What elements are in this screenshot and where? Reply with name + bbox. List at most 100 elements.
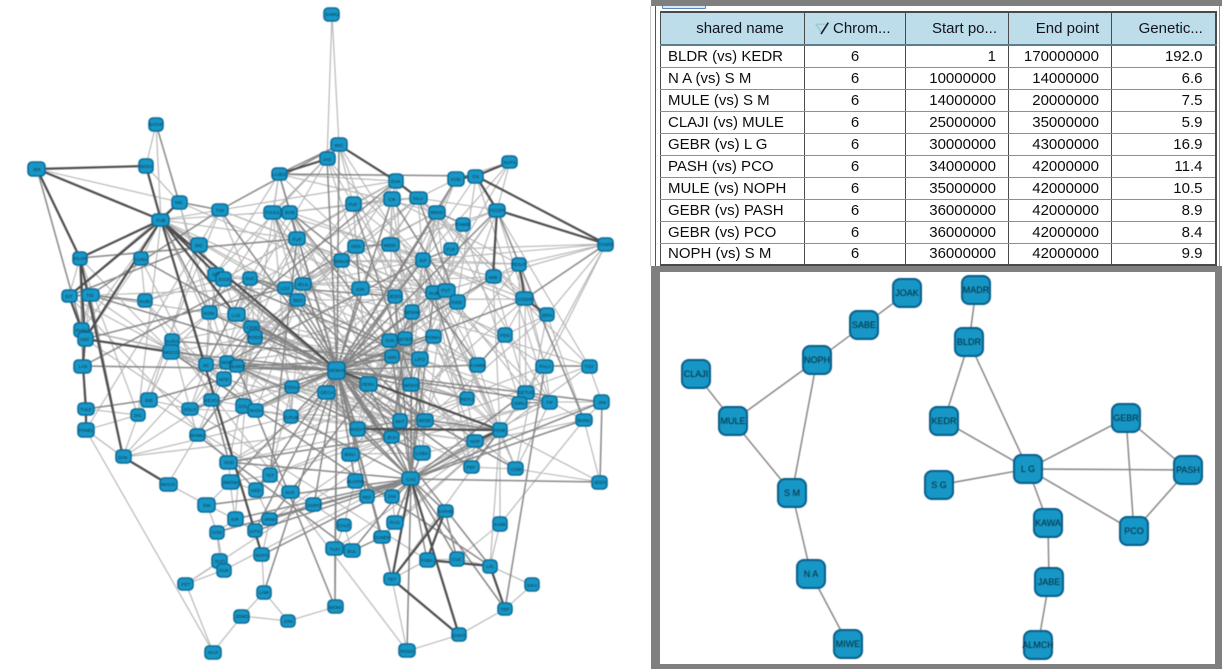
svg-text:MIKID: MIKID [431,210,444,215]
svg-text:RIDE: RIDE [452,300,463,305]
svg-text:PERA: PERA [362,382,375,387]
svg-text:BOB: BOB [285,210,295,215]
svg-text:DIT: DIT [65,294,73,299]
svg-text:JOMO: JOMO [235,614,249,619]
svg-text:KAWA: KAWA [1035,518,1061,528]
svg-text:TULE: TULE [80,407,92,412]
svg-text:LAS: LAS [232,313,241,318]
svg-text:RESAT: RESAT [512,262,527,267]
svg-text:LOBA: LOBA [416,451,429,456]
svg-text:SOD: SOD [224,460,235,465]
svg-text:CODIR: CODIR [518,297,533,302]
svg-text:NUJOW: NUJOW [347,479,365,484]
svg-text:COM: COM [511,467,522,472]
svg-text:FECEP: FECEP [489,208,504,213]
svg-text:L G: L G [1021,464,1035,474]
svg-text:WIWI: WIWI [264,517,275,522]
svg-text:WIC: WIC [335,143,345,148]
svg-text:JON: JON [283,619,292,624]
svg-text:PONEL: PONEL [78,428,94,433]
svg-text:NIC: NIC [175,200,184,205]
svg-text:FIF: FIF [547,400,554,405]
svg-text:TUFI: TUFI [330,547,340,552]
svg-text:NOPH: NOPH [804,355,830,365]
svg-text:CUNA: CUNA [134,257,148,262]
svg-text:LOJ: LOJ [281,286,289,291]
svg-text:DIC: DIC [195,243,204,248]
svg-text:RODO: RODO [248,335,262,340]
svg-text:CIK: CIK [388,197,397,202]
svg-text:SETEP: SETEP [397,337,412,342]
svg-text:KIR: KIR [231,517,239,522]
svg-text:BED: BED [293,298,303,303]
svg-text:BIB: BIB [145,398,152,403]
svg-text:JABE: JABE [1038,577,1061,587]
svg-text:DUK: DUK [391,179,402,184]
svg-text:PUT: PUT [441,288,450,293]
svg-text:NUJI: NUJI [208,650,218,655]
svg-text:JEPA: JEPA [541,313,553,318]
svg-text:JON: JON [355,287,364,292]
svg-text:BLDR: BLDR [957,337,982,347]
svg-text:GETUD: GETUD [518,390,535,395]
svg-text:LAS: LAS [79,364,88,369]
svg-text:JEDO: JEDO [389,294,402,299]
svg-text:NOD: NOD [219,377,230,382]
svg-text:WAMU: WAMU [190,433,204,438]
svg-text:DEN: DEN [351,244,361,249]
svg-text:JAS: JAS [323,157,331,162]
svg-text:CUC: CUC [452,557,463,562]
svg-text:NAFO: NAFO [256,553,269,558]
svg-text:NIRI: NIRI [387,355,396,360]
svg-text:CLAJI: CLAJI [684,369,709,379]
svg-text:NAS: NAS [285,490,294,495]
svg-text:GITO: GITO [249,529,261,534]
svg-text:PALA: PALA [539,364,551,369]
svg-text:JEK: JEK [33,167,42,172]
svg-text:JAK: JAK [388,494,397,499]
svg-text:LAW: LAW [259,590,269,595]
svg-text:PCO: PCO [1124,526,1144,536]
svg-text:DIRU: DIRU [514,401,525,406]
svg-text:SABE: SABE [852,320,876,330]
svg-text:KEJOJ: KEJOJ [205,398,219,403]
svg-text:GIT: GIT [212,272,220,277]
svg-text:DAK: DAK [118,455,128,460]
svg-text:TISI: TISI [216,208,224,213]
svg-text:TIGI: TIGI [585,364,594,369]
svg-text:JUF: JUF [419,258,428,263]
svg-text:SUC: SUC [245,276,255,281]
svg-text:WIB: WIB [489,275,498,280]
svg-text:GIL: GIL [472,174,480,179]
svg-text:CAG: CAG [406,477,416,482]
svg-text:GOS: GOS [212,530,222,535]
svg-text:SUTI: SUTI [215,559,225,564]
svg-text:PANU: PANU [76,328,88,333]
svg-text:KILAN: KILAN [73,256,86,261]
svg-text:POMA: POMA [426,335,440,340]
svg-text:FABA: FABA [421,558,434,563]
svg-text:TID: TID [86,293,94,298]
svg-text:DIK: DIK [203,503,212,508]
svg-text:FOJUL: FOJUL [266,210,281,215]
svg-text:BISU: BISU [345,452,356,457]
svg-text:FUB: FUB [156,218,165,223]
svg-text:PUF: PUF [348,202,357,207]
svg-text:KEDA: KEDA [140,164,153,169]
svg-text:JELIL: JELIL [297,282,309,287]
svg-text:BEDE: BEDE [419,418,432,423]
svg-text:GAK: GAK [385,338,396,343]
svg-text:KOD: KOD [451,177,462,182]
svg-text:WODIT: WODIT [349,427,365,432]
svg-text:FUF: FUF [447,247,456,252]
svg-text:SILU: SILU [413,196,423,201]
svg-text:JIC: JIC [203,363,211,368]
svg-text:KUBI: KUBI [140,299,151,304]
svg-text:MADR: MADR [963,285,990,295]
svg-text:ALMCH: ALMCH [1022,640,1054,650]
svg-text:WACO: WACO [161,482,176,487]
svg-text:PEF: PEF [467,465,476,470]
svg-text:GUNEK: GUNEK [374,535,391,540]
svg-text:REPU: REPU [461,397,474,402]
svg-text:S M: S M [784,488,800,498]
